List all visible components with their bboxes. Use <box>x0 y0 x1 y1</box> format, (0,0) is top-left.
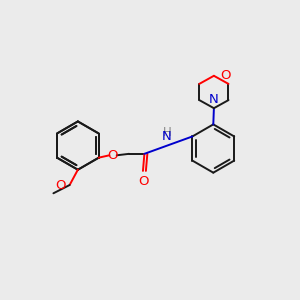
Text: H: H <box>163 126 171 139</box>
Text: N: N <box>209 93 219 106</box>
Text: O: O <box>220 69 230 82</box>
Text: O: O <box>108 149 118 162</box>
Text: O: O <box>139 175 149 188</box>
Text: O: O <box>55 179 66 192</box>
Text: N: N <box>162 130 172 143</box>
